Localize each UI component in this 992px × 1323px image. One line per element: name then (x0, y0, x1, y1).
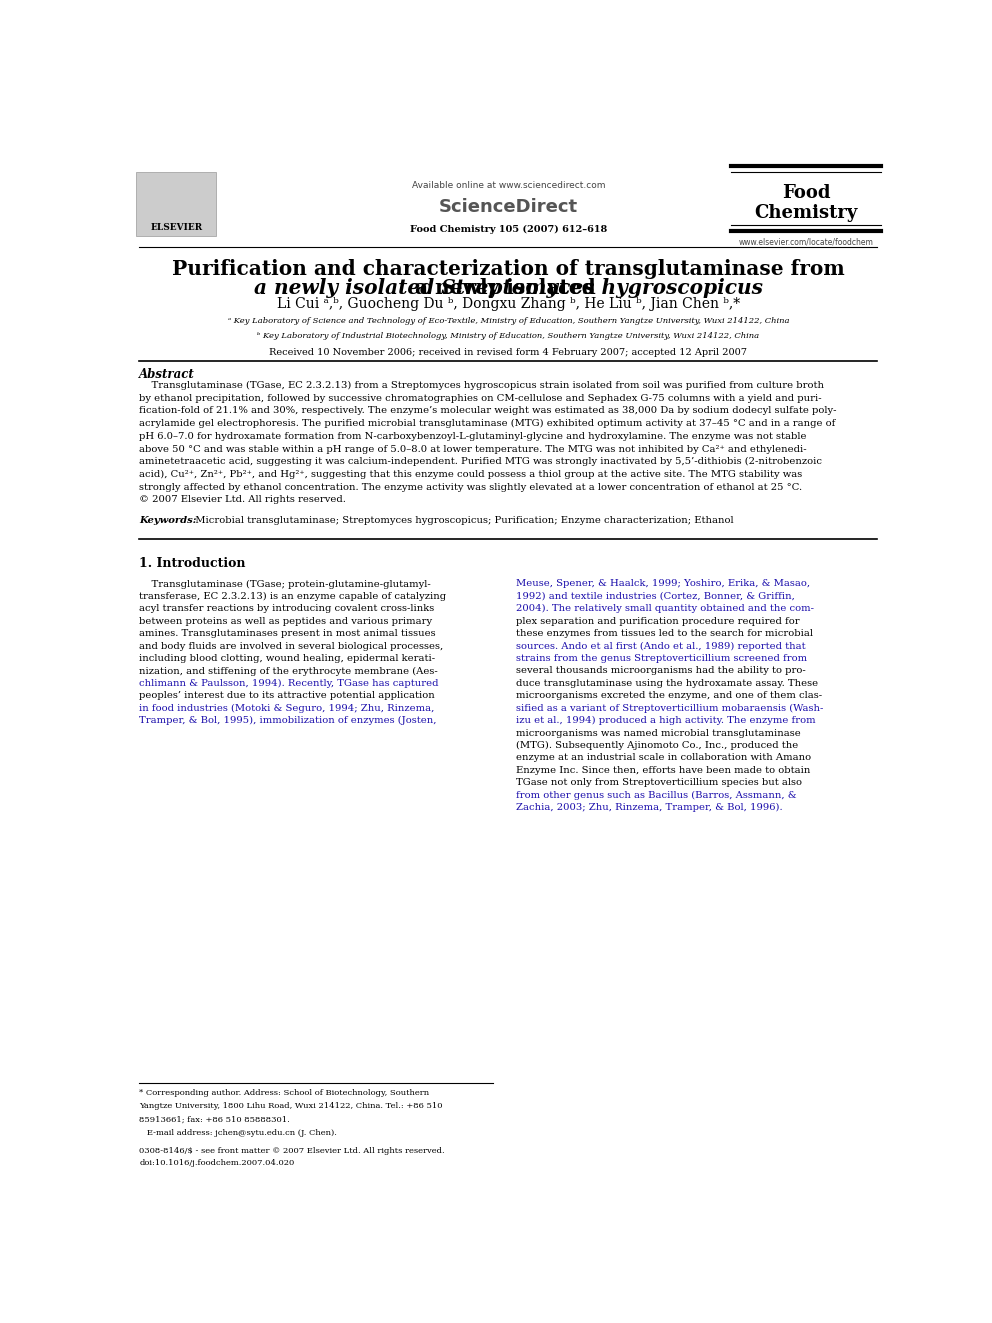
Text: TGase not only from Streptoverticillium species but also: TGase not only from Streptoverticillium … (516, 778, 803, 787)
Text: Purification and characterization of transglutaminase from: Purification and characterization of tra… (172, 258, 845, 279)
Text: amines. Transglutaminases present in most animal tissues: amines. Transglutaminases present in mos… (139, 630, 436, 638)
Text: 1992) and textile industries (Cortez, Bonner, & Griffin,: 1992) and textile industries (Cortez, Bo… (516, 591, 795, 601)
Text: 85913661; fax: +86 510 85888301.: 85913661; fax: +86 510 85888301. (139, 1115, 290, 1123)
Text: Received 10 November 2006; received in revised form 4 February 2007; accepted 12: Received 10 November 2006; received in r… (270, 348, 747, 357)
Text: Food: Food (782, 184, 830, 202)
Text: from other genus such as Bacillus (Barros, Assmann, &: from other genus such as Bacillus (Barro… (516, 791, 797, 800)
Text: fication-fold of 21.1% and 30%, respectively. The enzyme’s molecular weight was : fication-fold of 21.1% and 30%, respecti… (139, 406, 837, 415)
Text: chlimann & Paulsson, 1994). Recently, TGase has captured: chlimann & Paulsson, 1994). Recently, TG… (139, 679, 438, 688)
Text: ᵇ Key Laboratory of Industrial Biotechnology, Ministry of Education, Southern Ya: ᵇ Key Laboratory of Industrial Biotechno… (257, 332, 760, 340)
Text: between proteins as well as peptides and various primary: between proteins as well as peptides and… (139, 617, 433, 626)
Text: Transglutaminase (TGase; protein-glutamine-glutamyl-: Transglutaminase (TGase; protein-glutami… (139, 579, 432, 589)
Text: nization, and stiffening of the erythrocyte membrane (Aes-: nization, and stiffening of the erythroc… (139, 667, 438, 676)
Text: (MTG). Subsequently Ajinomoto Co., Inc., produced the: (MTG). Subsequently Ajinomoto Co., Inc.,… (516, 741, 799, 750)
Text: above 50 °C and was stable within a pH range of 5.0–8.0 at lower temperature. Th: above 50 °C and was stable within a pH r… (139, 445, 807, 454)
Text: 0308-8146/$ - see front matter © 2007 Elsevier Ltd. All rights reserved.: 0308-8146/$ - see front matter © 2007 El… (139, 1147, 445, 1155)
Text: acrylamide gel electrophoresis. The purified microbial transglutaminase (MTG) ex: acrylamide gel electrophoresis. The puri… (139, 419, 835, 429)
Text: 1. Introduction: 1. Introduction (139, 557, 246, 570)
Text: a newly isolated Streptomyces hygroscopicus: a newly isolated Streptomyces hygroscopi… (254, 278, 763, 298)
Text: a newly isolated: a newly isolated (415, 278, 602, 298)
Text: doi:10.1016/j.foodchem.2007.04.020: doi:10.1016/j.foodchem.2007.04.020 (139, 1159, 295, 1167)
Text: enzyme at an industrial scale in collaboration with Amano: enzyme at an industrial scale in collabo… (516, 754, 811, 762)
Text: sified as a variant of Streptoverticillium mobaraensis (Wash-: sified as a variant of Streptoverticilli… (516, 704, 823, 713)
Text: ELSEVIER: ELSEVIER (150, 224, 202, 232)
Text: several thousands microorganisms had the ability to pro-: several thousands microorganisms had the… (516, 667, 806, 676)
Text: E-mail address: jchen@sytu.edu.cn (J. Chen).: E-mail address: jchen@sytu.edu.cn (J. Ch… (139, 1129, 337, 1136)
Text: microorganisms was named microbial transglutaminase: microorganisms was named microbial trans… (516, 729, 801, 738)
Text: ScienceDirect: ScienceDirect (438, 198, 578, 217)
Text: Zachia, 2003; Zhu, Rinzema, Tramper, & Bol, 1996).: Zachia, 2003; Zhu, Rinzema, Tramper, & B… (516, 803, 783, 812)
Text: Microbial transglutaminase; Streptomyces hygroscopicus; Purification; Enzyme cha: Microbial transglutaminase; Streptomyces… (189, 516, 734, 525)
Text: Keywords:: Keywords: (139, 516, 196, 525)
Text: Enzyme Inc. Since then, efforts have been made to obtain: Enzyme Inc. Since then, efforts have bee… (516, 766, 810, 775)
Text: www.elsevier.com/locate/foodchem: www.elsevier.com/locate/foodchem (738, 237, 873, 246)
Text: transferase, EC 2.3.2.13) is an enzyme capable of catalyzing: transferase, EC 2.3.2.13) is an enzyme c… (139, 591, 446, 601)
Text: © 2007 Elsevier Ltd. All rights reserved.: © 2007 Elsevier Ltd. All rights reserved… (139, 495, 346, 504)
Text: acyl transfer reactions by introducing covalent cross-links: acyl transfer reactions by introducing c… (139, 605, 434, 614)
Text: these enzymes from tissues led to the search for microbial: these enzymes from tissues led to the se… (516, 630, 813, 638)
Text: duce transglutaminase using the hydroxamate assay. These: duce transglutaminase using the hydroxam… (516, 679, 818, 688)
Text: aminetetraacetic acid, suggesting it was calcium-independent. Purified MTG was s: aminetetraacetic acid, suggesting it was… (139, 458, 822, 467)
Text: strains from the genus Streptoverticillium screened from: strains from the genus Streptoverticilli… (516, 654, 807, 663)
Text: peoples’ interest due to its attractive potential application: peoples’ interest due to its attractive … (139, 692, 435, 700)
Text: in food industries (Motoki & Seguro, 1994; Zhu, Rinzema,: in food industries (Motoki & Seguro, 199… (139, 704, 434, 713)
Text: by ethanol precipitation, followed by successive chromatographies on CM-cellulos: by ethanol precipitation, followed by su… (139, 393, 822, 402)
Text: and body fluids are involved in several biological processes,: and body fluids are involved in several … (139, 642, 443, 651)
Text: Li Cui ᵃ,ᵇ, Guocheng Du ᵇ, Dongxu Zhang ᵇ, He Liu ᵇ, Jian Chen ᵇ,*: Li Cui ᵃ,ᵇ, Guocheng Du ᵇ, Dongxu Zhang … (277, 298, 740, 311)
Text: pH 6.0–7.0 for hydroxamate formation from N-carboxybenzoyl-L-glutaminyl-glycine : pH 6.0–7.0 for hydroxamate formation fro… (139, 431, 806, 441)
Text: Available online at www.sciencedirect.com: Available online at www.sciencedirect.co… (412, 181, 605, 191)
Text: Abstract: Abstract (139, 368, 195, 381)
Text: Transglutaminase (TGase, EC 2.3.2.13) from a Streptomyces hygroscopicus strain i: Transglutaminase (TGase, EC 2.3.2.13) fr… (139, 381, 824, 390)
FancyBboxPatch shape (136, 172, 216, 237)
Text: sources. Ando et al first (Ando et al., 1989) reported that: sources. Ando et al first (Ando et al., … (516, 642, 806, 651)
Text: microorganisms excreted the enzyme, and one of them clas-: microorganisms excreted the enzyme, and … (516, 692, 822, 700)
Text: Chemistry: Chemistry (754, 204, 858, 221)
Text: plex separation and purification procedure required for: plex separation and purification procedu… (516, 617, 800, 626)
Text: ᵃ Key Laboratory of Science and Technology of Eco-Textile, Ministry of Education: ᵃ Key Laboratory of Science and Technolo… (227, 316, 790, 324)
Text: Food Chemistry 105 (2007) 612–618: Food Chemistry 105 (2007) 612–618 (410, 225, 607, 234)
Text: izu et al., 1994) produced a high activity. The enzyme from: izu et al., 1994) produced a high activi… (516, 716, 815, 725)
Text: strongly affected by ethanol concentration. The enzyme activity was slightly ele: strongly affected by ethanol concentrati… (139, 483, 803, 492)
Text: * Corresponding author. Address: School of Biotechnology, Southern: * Corresponding author. Address: School … (139, 1089, 430, 1097)
Text: including blood clotting, wound healing, epidermal kerati-: including blood clotting, wound healing,… (139, 654, 435, 663)
Text: acid), Cu²⁺, Zn²⁺, Pb²⁺, and Hg²⁺, suggesting that this enzyme could possess a t: acid), Cu²⁺, Zn²⁺, Pb²⁺, and Hg²⁺, sugge… (139, 470, 803, 479)
Text: Yangtze University, 1800 Lihu Road, Wuxi 214122, China. Tel.: +86 510: Yangtze University, 1800 Lihu Road, Wuxi… (139, 1102, 442, 1110)
Text: Meuse, Spener, & Haalck, 1999; Yoshiro, Erika, & Masao,: Meuse, Spener, & Haalck, 1999; Yoshiro, … (516, 579, 810, 589)
Text: 2004). The relatively small quantity obtained and the com-: 2004). The relatively small quantity obt… (516, 605, 814, 614)
Text: Tramper, & Bol, 1995), immobilization of enzymes (Josten,: Tramper, & Bol, 1995), immobilization of… (139, 716, 436, 725)
